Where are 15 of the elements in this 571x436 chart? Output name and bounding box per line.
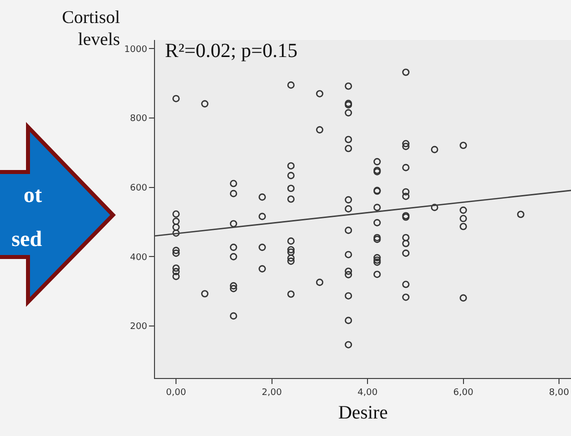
y-tick-label: 200 xyxy=(130,322,148,332)
x-tick-label: 2,00 xyxy=(262,388,282,398)
x-tick-label: 0,00 xyxy=(166,388,186,398)
annotation: R²=0.02; p=0.15 xyxy=(165,40,298,62)
y-tick-label: 800 xyxy=(130,114,148,124)
y-tick-label: 1000 xyxy=(124,44,148,55)
text: sed xyxy=(10,226,42,252)
x-axis-title: Desire xyxy=(338,402,388,424)
y-tick-label: 400 xyxy=(130,252,148,263)
y-tick-label: 600 xyxy=(130,183,148,194)
x-tick-label: 8,00 xyxy=(549,388,570,398)
x-tick-label: 4,00 xyxy=(358,388,378,398)
text: ot xyxy=(22,182,42,208)
y-axis-title: Cortisol levels xyxy=(60,6,120,50)
x-tick-label: 6,00 xyxy=(453,388,474,398)
